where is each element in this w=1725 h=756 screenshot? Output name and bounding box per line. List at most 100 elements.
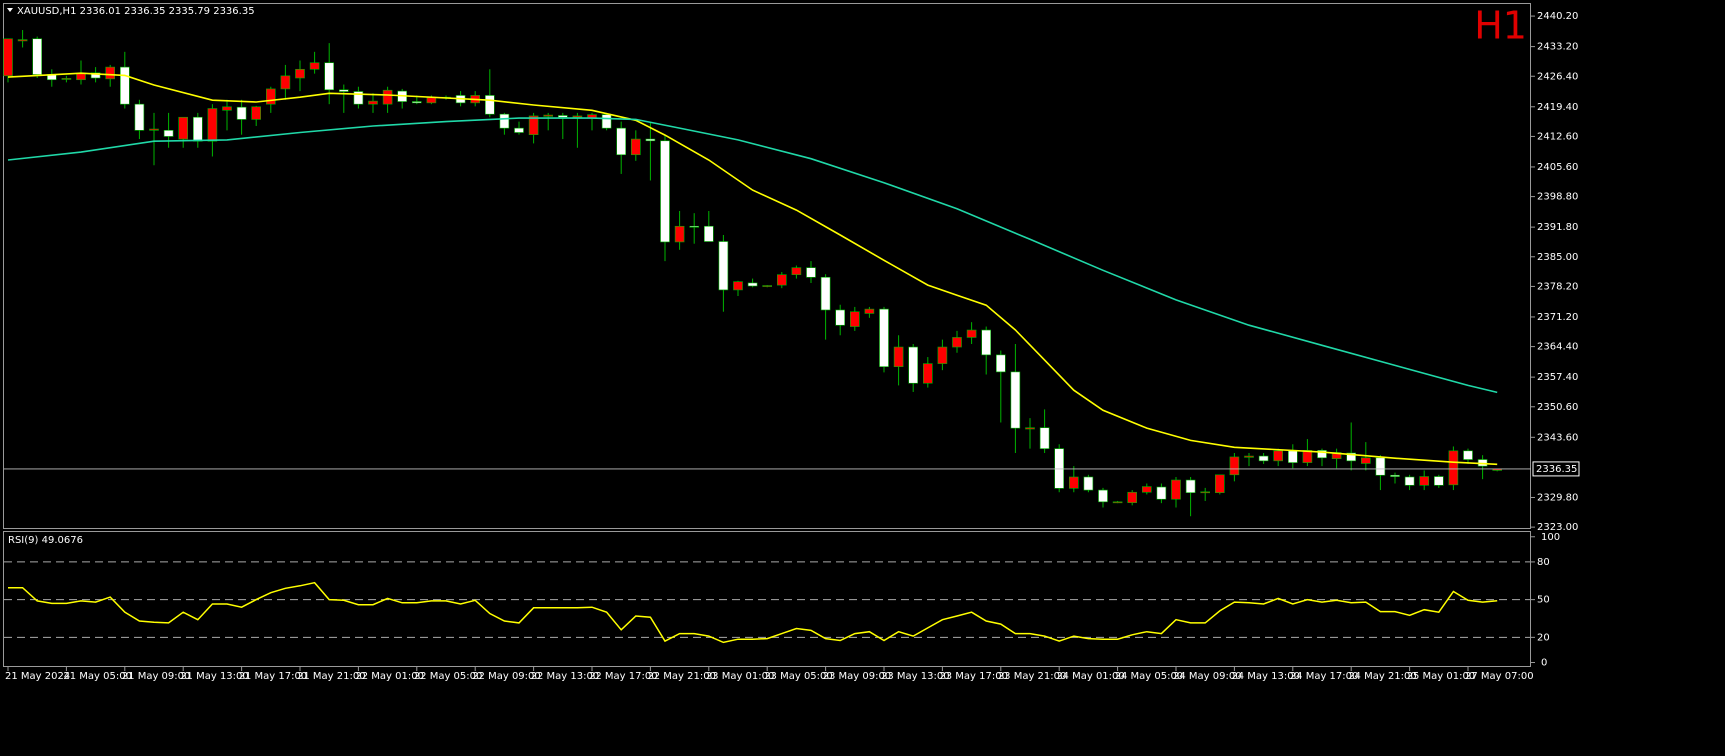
candle-body bbox=[1463, 450, 1473, 460]
y-tick-label: 2419.40 bbox=[1537, 102, 1578, 113]
candle-body bbox=[163, 130, 174, 137]
candle-body bbox=[733, 281, 743, 291]
candle-body bbox=[630, 138, 641, 156]
candle-body bbox=[572, 115, 583, 118]
y-tick-label: 2398.80 bbox=[1537, 192, 1578, 203]
candle-body bbox=[557, 115, 568, 118]
candle-body bbox=[1288, 450, 1298, 463]
candle-body bbox=[747, 282, 758, 287]
candle-body bbox=[601, 114, 612, 129]
candle-body bbox=[1200, 491, 1210, 494]
candle-body bbox=[1069, 476, 1079, 489]
menu-arrow[interactable] bbox=[7, 8, 13, 12]
candle-body bbox=[922, 363, 933, 384]
candle-body bbox=[149, 128, 159, 131]
candle-body bbox=[353, 91, 364, 105]
candle-body bbox=[937, 346, 948, 364]
y-tick-label: 2357.40 bbox=[1537, 372, 1578, 383]
x-tick-label: 21 May 13:00 bbox=[180, 671, 249, 682]
candle-body bbox=[1244, 455, 1254, 458]
y-tick-label: 2350.60 bbox=[1537, 402, 1578, 413]
x-tick-label: 24 May 17:00 bbox=[1290, 671, 1359, 682]
candle-body bbox=[660, 140, 670, 243]
candle-body bbox=[338, 89, 349, 92]
y-tick-label: 2412.60 bbox=[1537, 131, 1578, 142]
candle-body bbox=[703, 225, 714, 242]
candle-body bbox=[17, 39, 28, 42]
candle-body bbox=[1448, 450, 1459, 486]
x-tick-label: 22 May 13:00 bbox=[531, 671, 600, 682]
candle-body bbox=[382, 89, 393, 105]
candle-body bbox=[820, 276, 831, 311]
y-tick-label: 2343.60 bbox=[1537, 432, 1578, 443]
candle-body bbox=[32, 38, 43, 75]
candle-body bbox=[484, 95, 495, 115]
candle-body bbox=[849, 311, 860, 327]
y-tick-label: 2433.20 bbox=[1537, 42, 1578, 53]
current-price-box bbox=[1532, 461, 1580, 477]
y-tick-label: 2378.20 bbox=[1537, 281, 1578, 292]
x-tick-label: 23 May 21:00 bbox=[998, 671, 1067, 682]
candle-body bbox=[1404, 476, 1415, 486]
candle-body bbox=[674, 225, 685, 243]
candle-body bbox=[1025, 427, 1035, 430]
rsi-tick-label: 50 bbox=[1537, 595, 1550, 606]
rsi-tick-label: 100 bbox=[1541, 532, 1560, 543]
candle-body bbox=[251, 106, 261, 120]
rsi-tick-label: 20 bbox=[1537, 632, 1550, 643]
candle-body bbox=[236, 106, 247, 120]
candle-body bbox=[280, 75, 291, 90]
x-tick-label: 22 May 21:00 bbox=[647, 671, 716, 682]
candle-body bbox=[1083, 476, 1094, 491]
candle-body bbox=[295, 68, 305, 79]
candle-body bbox=[718, 241, 729, 291]
candle-body bbox=[966, 329, 977, 338]
x-tick-label: 23 May 09:00 bbox=[823, 671, 892, 682]
candle-body bbox=[3, 38, 13, 77]
candle-body bbox=[426, 97, 437, 104]
x-tick-label: 22 May 01:00 bbox=[355, 671, 424, 682]
candle-body bbox=[952, 337, 962, 348]
x-tick-label: 23 May 17:00 bbox=[939, 671, 1008, 682]
candle-body bbox=[207, 108, 218, 142]
rsi-tick-label: 0 bbox=[1541, 657, 1547, 668]
moving-average bbox=[7, 117, 1498, 394]
x-tick-label: 25 May 01:00 bbox=[1407, 671, 1476, 682]
x-tick-label: 24 May 21:00 bbox=[1348, 671, 1417, 682]
candle-body bbox=[791, 267, 802, 275]
candle-body bbox=[616, 127, 627, 156]
candle-body bbox=[1010, 371, 1021, 429]
candle-body bbox=[222, 106, 232, 111]
candle-body bbox=[1215, 474, 1225, 493]
candle-body bbox=[1361, 457, 1371, 464]
candle-body bbox=[543, 114, 554, 117]
x-tick-label: 24 May 01:00 bbox=[1056, 671, 1125, 682]
x-tick-label: 23 May 13:00 bbox=[881, 671, 950, 682]
candle-body bbox=[1302, 450, 1313, 463]
y-tick-label: 2426.40 bbox=[1537, 71, 1578, 82]
x-tick-label: 23 May 05:00 bbox=[764, 671, 833, 682]
candle-body bbox=[1112, 501, 1123, 504]
y-tick-label: 2371.20 bbox=[1537, 312, 1578, 323]
candle-body bbox=[879, 308, 889, 367]
candle-body bbox=[411, 101, 422, 104]
candle-body bbox=[776, 274, 787, 286]
candle-body bbox=[1054, 448, 1064, 489]
x-tick-label: 21 May 17:00 bbox=[239, 671, 308, 682]
candle-body bbox=[134, 103, 145, 131]
candle-body bbox=[1039, 427, 1050, 449]
rsi-panel bbox=[3, 531, 1531, 667]
symbol-header: XAUUSD,H1 2336.01 2336.35 2335.79 2336.3… bbox=[17, 6, 255, 17]
moving-average bbox=[7, 72, 1498, 466]
x-tick-label: 22 May 09:00 bbox=[472, 671, 541, 682]
candle-body bbox=[1142, 486, 1152, 493]
candle-body bbox=[61, 78, 72, 80]
x-tick-label: 24 May 05:00 bbox=[1115, 671, 1184, 682]
price-panel bbox=[3, 3, 1531, 529]
candle-body bbox=[105, 66, 115, 80]
candle-body bbox=[324, 62, 335, 91]
candle-body bbox=[1156, 486, 1167, 500]
x-tick-label: 21 May 21:00 bbox=[297, 671, 366, 682]
